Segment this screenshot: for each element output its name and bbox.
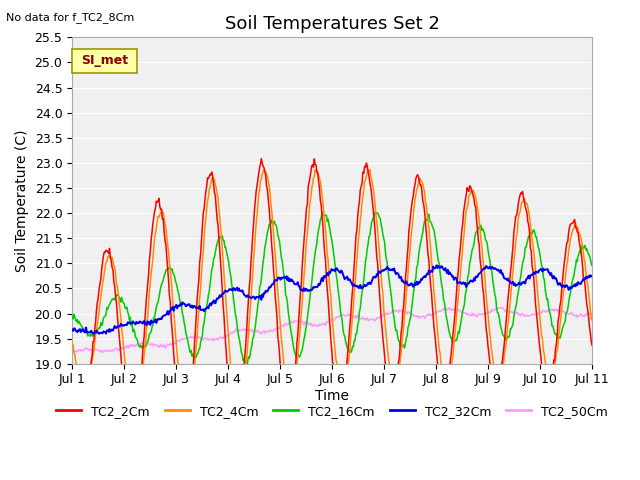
Text: No data for f_TC2_8Cm: No data for f_TC2_8Cm <box>6 12 134 23</box>
Legend: TC2_2Cm, TC2_4Cm, TC2_16Cm, TC2_32Cm, TC2_50Cm: TC2_2Cm, TC2_4Cm, TC2_16Cm, TC2_32Cm, TC… <box>51 400 613 423</box>
Title: Soil Temperatures Set 2: Soil Temperatures Set 2 <box>225 15 440 33</box>
X-axis label: Time: Time <box>315 389 349 403</box>
Y-axis label: Soil Temperature (C): Soil Temperature (C) <box>15 129 29 272</box>
FancyBboxPatch shape <box>72 49 137 73</box>
Text: SI_met: SI_met <box>81 54 128 67</box>
